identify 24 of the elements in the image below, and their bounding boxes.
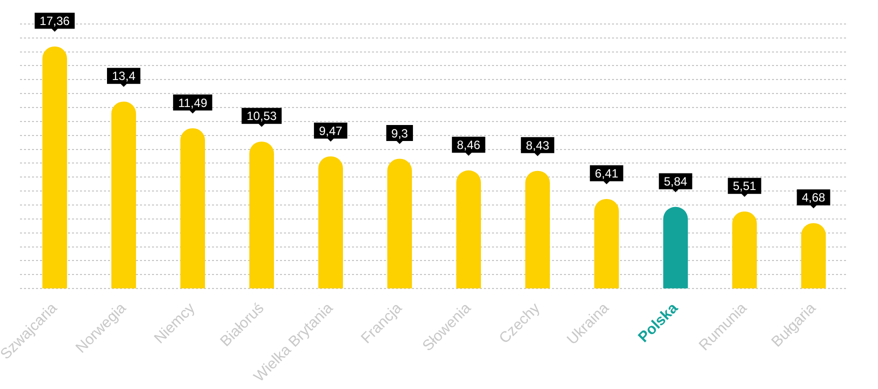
data-label: 17,36 [40,14,70,28]
bar [42,46,68,288]
data-label: 10,53 [246,109,277,124]
bar [249,142,274,288]
data-label: 5,84 [664,174,688,189]
bar [318,156,343,288]
data-label: 13,4 [112,69,136,84]
bar [801,223,826,288]
data-label: 9,3 [391,126,408,140]
bar [180,128,205,288]
bar [525,170,550,288]
bar [732,212,757,288]
data-label: 11,49 [178,96,208,110]
data-label: 6,41 [594,166,619,181]
data-label: 5,51 [732,179,757,194]
bar [387,158,412,288]
bar [594,198,619,288]
bar [111,102,136,288]
data-label: 9,47 [318,124,343,138]
bar [663,206,688,288]
data-label: 4,68 [802,190,826,205]
data-label: 8,43 [526,138,550,152]
bar [456,170,481,288]
data-label: 8,46 [456,138,481,152]
